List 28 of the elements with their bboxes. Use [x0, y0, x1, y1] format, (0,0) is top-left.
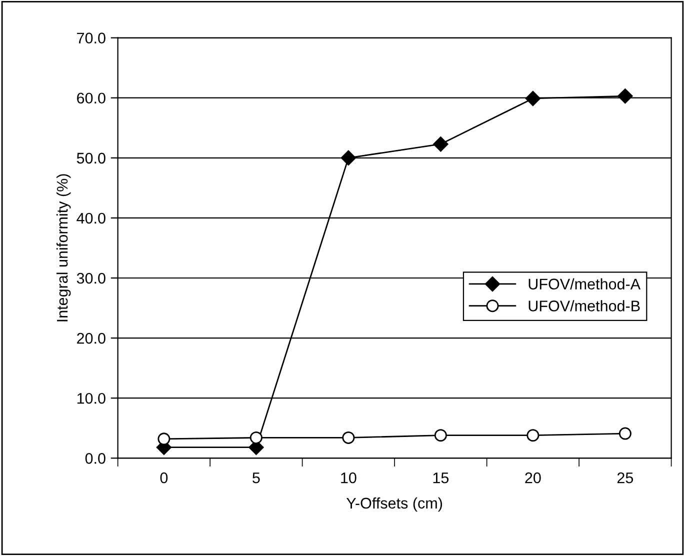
x-tick-label: 0	[160, 472, 168, 484]
y-tick-label: 20.0	[77, 332, 106, 344]
point	[158, 432, 170, 446]
y-tick-label: 0.0	[85, 453, 106, 464]
legend-label: UFOV/method-B	[528, 300, 640, 312]
point	[618, 88, 633, 104]
y-tick-label: 10.0	[77, 392, 106, 404]
y-tick-label: 50.0	[76, 152, 106, 164]
x-tick-label: 25	[617, 472, 634, 484]
y-axis-title: Integral uniformity (%)	[56, 174, 71, 322]
y-tick-label: 40.0	[76, 212, 106, 224]
y-tick-label: 30.0	[76, 272, 106, 284]
point	[250, 431, 262, 444]
point	[618, 427, 632, 440]
point	[526, 429, 540, 442]
point	[525, 90, 540, 106]
legend-label: UFOV/method-A	[528, 278, 641, 290]
y-tick-label: 60.0	[77, 92, 106, 104]
x-tick-label: 10	[341, 472, 356, 484]
y-tick-label: 70.0	[77, 32, 106, 44]
point	[342, 431, 355, 444]
x-tick-label: 15	[433, 472, 449, 484]
x-axis-title: Y-Offsets (cm)	[346, 497, 442, 512]
point	[433, 136, 448, 152]
x-tick-label: 20	[525, 472, 541, 484]
point	[434, 429, 447, 442]
x-tick-label: 5	[252, 472, 260, 484]
point	[340, 150, 356, 166]
